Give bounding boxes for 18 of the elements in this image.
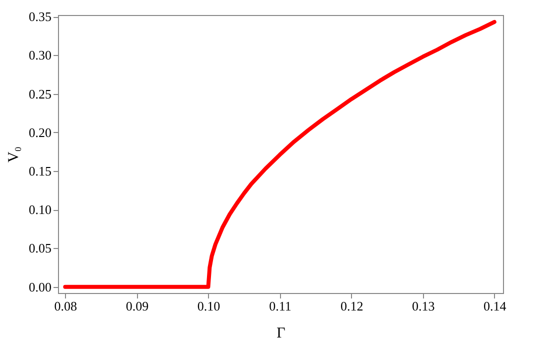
y-axis-title: V₀ xyxy=(6,146,22,163)
x-tick-label: 0.11 xyxy=(269,298,292,314)
y-tick-label: 0.20 xyxy=(28,124,52,140)
x-tick-label: 0.08 xyxy=(54,298,78,314)
y-tick-label: 0.30 xyxy=(28,48,52,63)
y-tick-label: 0.25 xyxy=(28,86,52,102)
x-tick-label: 0.13 xyxy=(412,298,435,314)
y-tick-label: 0.00 xyxy=(28,279,52,294)
x-tick-label: 0.12 xyxy=(340,298,364,314)
x-tick-label: 0.09 xyxy=(126,298,149,314)
y-tick-label: 0.05 xyxy=(28,240,52,256)
y-tick-label: 0.10 xyxy=(28,202,52,218)
line-series xyxy=(63,20,496,289)
y-tick-label: 0.35 xyxy=(28,9,52,24)
y-tick-label: 0.15 xyxy=(28,163,52,178)
x-tick-label: 0.14 xyxy=(484,298,507,314)
x-axis-title: Γ xyxy=(276,326,286,342)
x-tick-label: 0.10 xyxy=(197,298,220,314)
